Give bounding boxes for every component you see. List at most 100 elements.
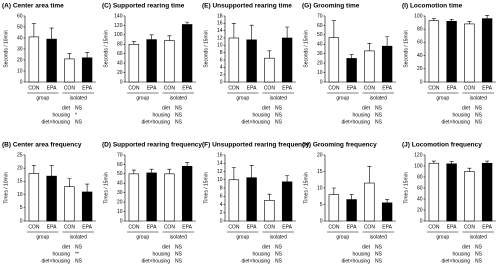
stat-label: diet×housing <box>142 119 171 125</box>
y-tick-label: 0 <box>220 79 223 85</box>
x-tick-label: EPA <box>247 85 257 91</box>
y-tick-label: 140 <box>114 13 123 19</box>
error-bar <box>31 165 36 174</box>
bar <box>428 20 440 83</box>
y-tick-label: 60 <box>117 162 123 168</box>
y-tick-label: 20 <box>317 152 323 158</box>
stat-value: NS <box>75 105 83 111</box>
group-label: group <box>36 234 49 240</box>
y-tick-label: 0 <box>420 79 423 85</box>
stat-label: diet <box>62 105 71 111</box>
stat-value: NS <box>475 105 483 111</box>
stat-value: NS <box>375 258 383 264</box>
x-tick-label: CON <box>64 224 76 230</box>
y-tick-label: 16 <box>217 152 223 158</box>
error-bar <box>49 27 54 40</box>
y-axis-label: Times / 15min <box>203 172 209 203</box>
y-tick-label: 40 <box>417 53 423 59</box>
error-bar <box>167 168 172 174</box>
error-bar <box>249 24 254 40</box>
y-tick-label: 40 <box>17 35 23 41</box>
bar <box>246 177 257 222</box>
y-tick-label: 12 <box>217 169 223 175</box>
bar <box>281 181 293 222</box>
stat-value: NS <box>375 251 383 257</box>
stat-value: NS <box>75 244 83 250</box>
x-tick-label: CON <box>128 224 140 230</box>
stat-value: NS <box>75 258 83 264</box>
bar <box>464 171 475 222</box>
y-tick-label: 100 <box>414 13 423 19</box>
error-bar <box>349 194 354 200</box>
y-tick-label: 10 <box>317 70 323 76</box>
bar <box>81 191 93 222</box>
y-tick-label: 18 <box>217 13 223 19</box>
y-tick-label: 10 <box>217 177 223 183</box>
stat-value: NS <box>375 112 383 118</box>
error-bar <box>267 50 272 59</box>
bar <box>128 43 140 83</box>
y-tick-label: 20 <box>117 199 123 205</box>
error-bar <box>67 178 72 187</box>
bar <box>181 24 193 83</box>
stat-value: NS <box>275 112 283 118</box>
stat-label: diet×housing <box>242 119 271 125</box>
y-tick-label: 14 <box>217 161 223 167</box>
y-tick-label: 60 <box>117 51 123 57</box>
x-tick-label: CON <box>228 224 240 230</box>
stat-value: NS <box>175 112 183 118</box>
bar <box>346 58 357 83</box>
x-tick-label: CON <box>464 85 476 91</box>
y-tick-label: 40 <box>117 181 123 187</box>
error-bar <box>249 165 254 178</box>
y-axis-label: Times / 15min <box>403 172 409 203</box>
error-bar <box>149 168 154 173</box>
error-bar <box>31 23 36 37</box>
group-label: isolated <box>470 234 487 240</box>
error-bar <box>67 53 72 59</box>
bar <box>28 36 40 83</box>
x-tick-label: EPA <box>182 85 192 91</box>
y-tick-label: 4 <box>220 202 223 208</box>
stat-label: diet×housing <box>442 119 471 125</box>
y-tick-label: 25 <box>17 152 23 158</box>
y-tick-label: 2 <box>220 72 223 78</box>
x-tick-label: EPA <box>82 85 92 91</box>
group-label: group <box>336 95 349 101</box>
stat-value: NS <box>175 258 183 264</box>
x-tick-label: EPA <box>147 85 157 91</box>
y-tick-label: 20 <box>417 207 423 213</box>
bar <box>446 163 457 222</box>
stat-value: NS <box>175 251 183 257</box>
y-tick-label: 14 <box>217 28 223 34</box>
y-tick-label: 40 <box>417 196 423 202</box>
error-bar <box>185 162 190 167</box>
y-tick-label: 16 <box>217 21 223 27</box>
error-bar <box>467 167 472 172</box>
stat-value: * <box>75 112 77 118</box>
x-tick-label: EPA <box>147 224 157 230</box>
bar <box>246 39 257 83</box>
y-tick-label: 20 <box>117 70 123 76</box>
group-label: isolated <box>270 95 287 101</box>
y-tick-label: 120 <box>414 152 423 158</box>
x-tick-label: CON <box>364 224 376 230</box>
y-tick-label: 50 <box>117 171 123 177</box>
x-tick-label: EPA <box>382 224 392 230</box>
bar <box>364 50 375 83</box>
x-tick-label: EPA <box>82 224 92 230</box>
bar <box>146 39 157 83</box>
y-axis-label: Seconds / 15min <box>303 30 309 67</box>
stat-label: diet <box>362 244 371 250</box>
panel-title: (A) Center area time <box>2 3 64 10</box>
stat-label: diet×housing <box>342 258 371 264</box>
y-tick-label: 0 <box>20 79 23 85</box>
y-tick-label: 0 <box>320 218 323 224</box>
stat-label: diet <box>62 244 71 250</box>
y-tick-label: 20 <box>17 57 23 63</box>
group-label: group <box>36 95 49 101</box>
x-tick-label: CON <box>428 85 440 91</box>
error-bar <box>485 160 490 164</box>
y-tick-label: 30 <box>317 51 323 57</box>
error-bar <box>131 169 136 174</box>
